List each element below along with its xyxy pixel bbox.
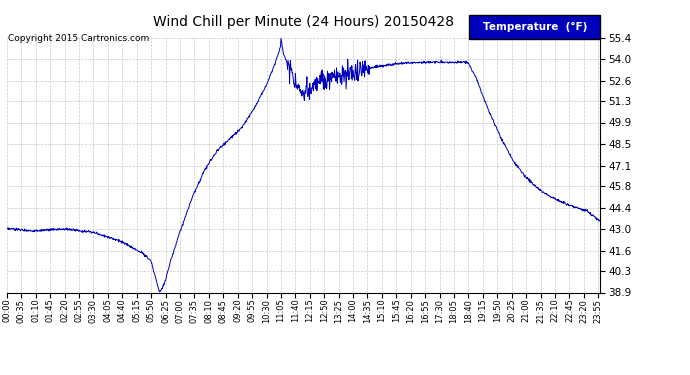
Text: Copyright 2015 Cartronics.com: Copyright 2015 Cartronics.com [8, 34, 150, 43]
Text: Wind Chill per Minute (24 Hours) 20150428: Wind Chill per Minute (24 Hours) 2015042… [153, 15, 454, 29]
Text: Temperature  (°F): Temperature (°F) [482, 22, 587, 32]
